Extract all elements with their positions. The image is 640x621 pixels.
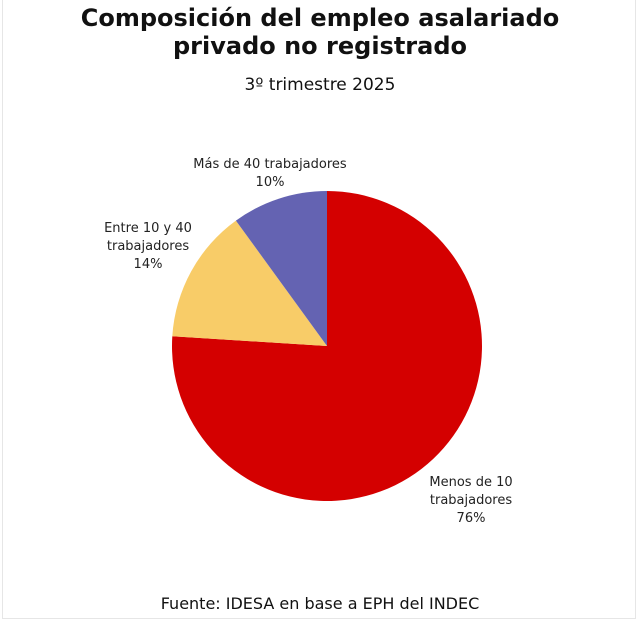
pie-slice [172,220,327,346]
pie-slices [171,191,482,501]
slice-label: Entre 10 y 40 trabajadores 14% [104,221,192,272]
chart-title-line: Composición del empleo asalariado [80,4,560,32]
pie-slice [235,191,327,346]
slice-label: Menos de 10 trabajadores 76% [429,475,512,526]
pie-labels: Menos de 10 trabajadores 76% Entre 10 y 40 t… [104,157,513,526]
chart-title-line: privado no registrado [172,32,467,60]
slice-label: Más de 40 trabajadores 10% [193,157,347,190]
chart-title: Composición del empleo asalariado privad… [0,4,640,60]
source-note: Fuente: IDESA en base a EPH del INDEC [160,594,480,613]
chart-subtitle: 3º trimestre 2025 [244,75,396,95]
